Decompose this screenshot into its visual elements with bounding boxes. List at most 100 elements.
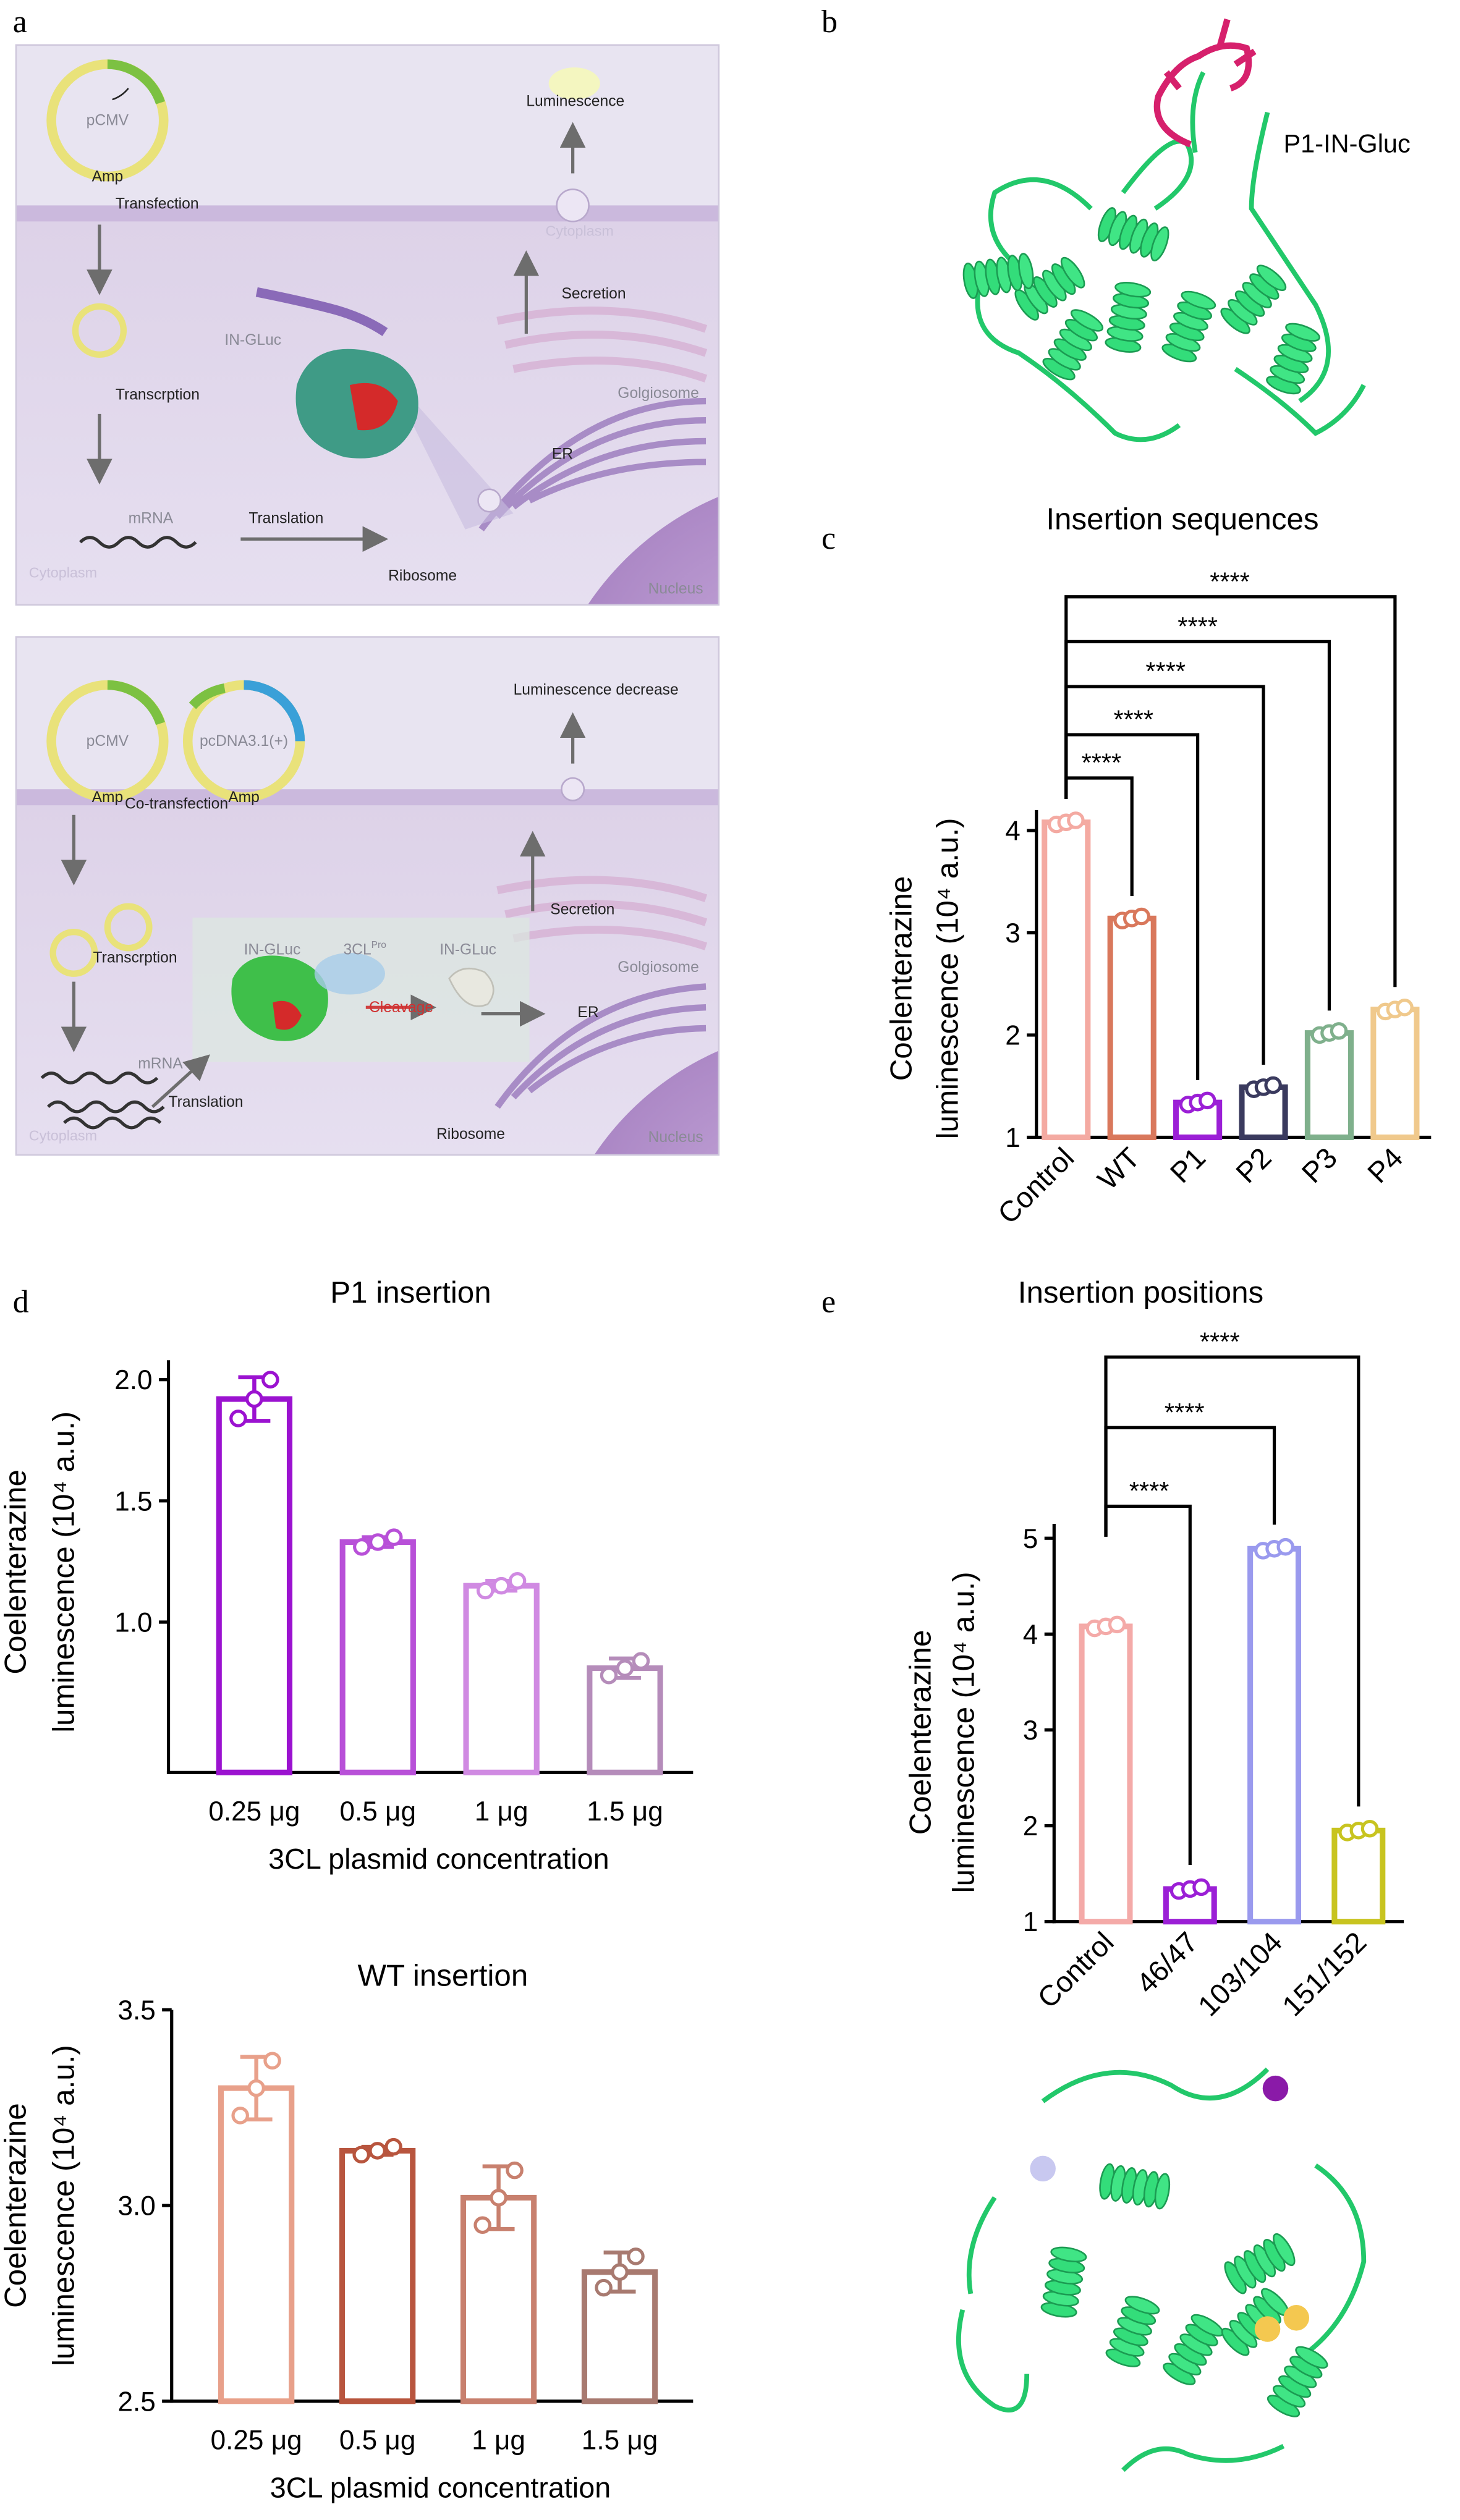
panel-label: c: [821, 521, 836, 556]
chart-title: WT insertion: [357, 1959, 528, 1993]
data-point: [508, 1572, 527, 1590]
significance-label: ****: [1113, 705, 1153, 734]
data-point: [1396, 999, 1414, 1017]
x-tick-label: 151/152: [1276, 1926, 1372, 2022]
bar: [1247, 1545, 1302, 1925]
x-tick-label: P3: [1296, 1141, 1343, 1189]
significance-label: ****: [1200, 1327, 1240, 1356]
y-axis-label: Coelenterazine: [0, 1469, 33, 1675]
label: mRNA: [138, 1055, 183, 1072]
data-point: [611, 2263, 629, 2281]
x-tick-label: 46/47: [1130, 1926, 1203, 1999]
label: Secretion: [550, 902, 614, 918]
diagram-top: pCMV Amp Transfection Transcrption mRNA …: [15, 44, 720, 606]
label: ER: [577, 1004, 598, 1021]
protein-site: [273, 1000, 302, 1030]
label: Golgiosome: [618, 959, 698, 976]
x-tick-label: 1.5 μg: [582, 2425, 658, 2456]
bar: [339, 2147, 416, 2404]
significance-bracket: [1104, 1355, 1360, 1807]
mrna: [40, 1072, 165, 1130]
data-point: [261, 1371, 279, 1389]
significance-label: ****: [1082, 748, 1122, 777]
data-point: [632, 1652, 650, 1670]
label: Nucleus: [648, 1129, 703, 1146]
y-tick-label: 1.0: [114, 1608, 152, 1638]
helix: [1160, 2310, 1227, 2390]
chart-title: Insertion positions: [1018, 1275, 1263, 1309]
protease: [314, 952, 385, 995]
data-point: [473, 2216, 491, 2235]
label: Cytoplasm: [29, 1128, 97, 1144]
y-tick-label: 3: [1005, 918, 1021, 949]
nucleus: [588, 496, 719, 605]
position-marker: [1283, 2305, 1310, 2331]
x-tick-label: 103/104: [1192, 1926, 1288, 2022]
label: IN-GLuc: [224, 332, 281, 349]
diagram-bottom: pCMV Amp pcDNA3.1(+) Amp Co-transfection…: [15, 636, 720, 1156]
label: Luminescence decrease: [514, 682, 679, 698]
y-tick-label: 4: [1023, 1620, 1038, 1650]
plasmid-gene: [244, 680, 305, 742]
label: IN-GLuc: [439, 942, 496, 958]
vesicle: [477, 488, 502, 513]
position-marker: [1262, 2075, 1289, 2102]
glow: [548, 67, 600, 100]
y-tick-label: 4: [1005, 816, 1021, 847]
label: pcDNA3.1(+): [200, 733, 288, 750]
data-point: [352, 2146, 370, 2164]
x-tick-label: Control: [1031, 1926, 1119, 2014]
data-point: [231, 2107, 249, 2125]
x-tick-label: P2: [1229, 1141, 1277, 1189]
helix: [1263, 319, 1323, 398]
label: Golgiosome: [618, 385, 698, 402]
bar: [1331, 1827, 1386, 1925]
frame: [15, 636, 720, 1156]
label: pCMV: [87, 733, 129, 750]
cell-background: [15, 636, 719, 1155]
helix: [1160, 287, 1218, 366]
label: Transcrption: [116, 386, 200, 403]
label: Co-transfection: [125, 795, 228, 812]
data-point: [490, 2189, 507, 2207]
helix: [1216, 261, 1290, 338]
helix: [1097, 2162, 1173, 2211]
data-point: [368, 2142, 386, 2160]
peptide: [255, 287, 388, 336]
data-point: [353, 1538, 371, 1556]
x-tick-label: 1 μg: [475, 1796, 528, 1827]
coil: [975, 71, 1366, 442]
y-tick-label: 2: [1005, 1021, 1021, 1051]
y-tick-label: 1: [1005, 1123, 1021, 1153]
x-tick-label: P4: [1361, 1141, 1409, 1189]
label: Amp: [228, 789, 260, 806]
x-axis-label: 3CL plasmid concentration: [268, 1843, 609, 1875]
data-point: [1264, 1076, 1282, 1094]
label: 3CL: [343, 942, 371, 958]
y-tick-label: 1: [1023, 1907, 1038, 1937]
helix: [1217, 2284, 1293, 2360]
structure-label: P1-IN-Gluc: [1283, 129, 1410, 158]
label: pCMV: [87, 112, 129, 129]
significance-label: ****: [1210, 567, 1250, 596]
helix: [1039, 305, 1106, 384]
label: Translation: [248, 510, 323, 526]
label: IN-GLuc: [244, 942, 301, 958]
y-tick-label: 3.5: [117, 1995, 155, 2026]
x-tick-label: WT: [1092, 1141, 1146, 1196]
plasmid-gene: [189, 683, 226, 709]
y-axis-label: Coelenterazine: [884, 876, 918, 1081]
bar: [218, 2085, 295, 2404]
helix: [1103, 279, 1152, 355]
bar: [460, 2194, 537, 2404]
data-point: [1330, 1022, 1348, 1040]
x-axis-label: 3CL plasmid concentration: [270, 2472, 611, 2504]
x-tick-label: Control: [991, 1141, 1080, 1230]
bar: [216, 1396, 293, 1775]
plasmid: [49, 929, 98, 977]
data-point: [263, 2052, 281, 2070]
label: Transfection: [116, 196, 199, 213]
data-point: [476, 1581, 494, 1600]
label: Ribosome: [388, 568, 457, 585]
